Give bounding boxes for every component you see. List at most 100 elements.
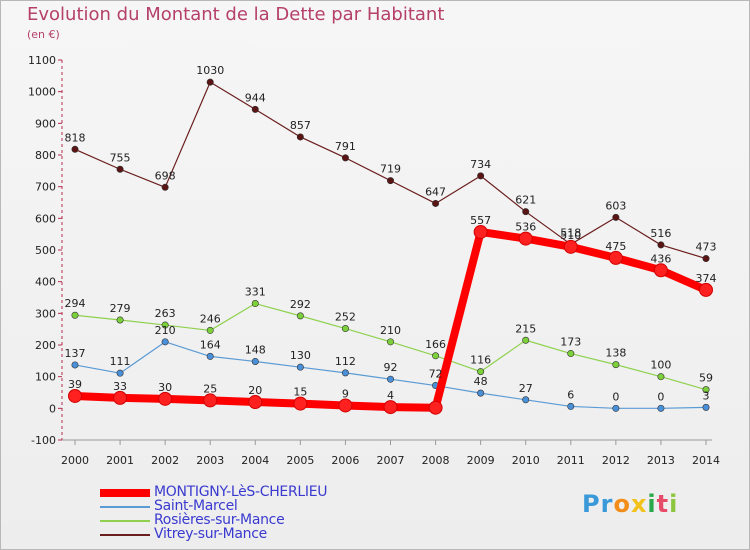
x-tick-label: 2009 [467,454,495,467]
data-point [432,352,440,360]
data-point [161,183,169,191]
data-point [522,208,530,216]
data-label: 148 [245,343,266,356]
data-label: 331 [245,286,266,299]
data-label: 100 [650,359,671,372]
y-tick-label: 900 [35,117,56,130]
chart-unit-label: (en €) [27,28,60,41]
data-point [386,375,394,383]
data-label: 518 [560,226,581,239]
y-tick-label: 700 [35,181,56,194]
data-point [71,145,79,153]
x-tick-label: 2001 [106,454,134,467]
data-label: 20 [248,384,262,397]
data-label: 130 [290,349,311,362]
y-tick-label: 0 [49,402,56,415]
data-label: 112 [335,355,356,368]
data-point [432,199,440,207]
y-tick-label: 600 [35,212,56,225]
data-label: 27 [519,382,533,395]
data-point [653,263,668,278]
logo-letter: t [656,490,670,518]
data-label: 6 [567,388,574,401]
legend-label: Saint-Marcel [154,498,238,514]
data-label: 536 [515,221,536,234]
data-label: 210 [380,324,401,337]
data-point [158,391,173,406]
y-tick-label: 100 [35,371,56,384]
data-label: 111 [110,355,131,368]
data-point [657,404,665,412]
data-label: 475 [605,240,626,253]
data-point [477,172,485,180]
data-label: 48 [474,375,488,388]
data-label: 279 [110,302,131,315]
data-point [296,363,304,371]
data-point [206,352,214,360]
logo-letter: x [630,490,648,518]
logo-letter: o [613,490,631,518]
logo-letter: r [600,490,614,518]
data-label: 263 [155,307,176,320]
x-tick-label: 2002 [151,454,179,467]
data-point [522,336,530,344]
data-point [699,282,713,297]
data-point [567,350,575,358]
data-label: 25 [203,382,217,395]
y-tick-label: 300 [35,307,56,320]
data-label: 516 [650,227,671,240]
data-point [477,389,485,397]
data-point [477,368,485,376]
data-label: 436 [650,252,671,265]
data-point [338,398,353,413]
logo-letter: P [582,490,601,518]
data-label: 0 [612,390,619,403]
data-label: 92 [384,361,398,374]
x-tick-label: 2014 [692,454,720,467]
data-label: 621 [515,194,536,207]
x-tick-label: 2012 [602,454,630,467]
data-label: 698 [155,169,176,182]
data-label: 3 [703,389,710,402]
data-point [71,311,79,319]
y-tick-label: 1000 [28,86,56,99]
data-point [612,361,620,369]
data-point [702,403,710,411]
data-label: 734 [470,158,491,171]
data-point [341,154,349,162]
data-label: 603 [605,199,626,212]
x-tick-label: 2007 [377,454,405,467]
data-point [702,386,710,394]
y-tick-label: 800 [35,149,56,162]
data-point [518,231,533,246]
data-label: 294 [65,297,86,310]
data-point [116,165,124,173]
data-point [161,338,169,346]
data-label: 252 [335,311,356,324]
x-tick-label: 2005 [286,454,314,467]
data-point [386,177,394,185]
data-label: 59 [699,372,713,385]
data-point [203,393,218,408]
legend-swatch [100,534,150,536]
data-label: 210 [155,324,176,337]
data-label: 4 [387,389,394,402]
legend-label: MONTIGNY-LèS-CHERLIEU [154,484,328,500]
chart-title: Evolution du Montant de la Dette par Hab… [27,4,445,25]
legend-swatch [100,520,150,522]
data-label: 173 [560,336,581,349]
data-label: 791 [335,140,356,153]
data-label: 647 [425,185,446,198]
data-label: 374 [696,272,717,285]
data-label: 164 [200,338,221,351]
data-label: 719 [380,163,401,176]
data-point [251,357,259,365]
data-label: 30 [158,381,172,394]
data-label: 246 [200,312,221,325]
logo-letter: i [647,490,657,518]
x-tick-label: 2013 [647,454,675,467]
data-point [473,224,488,239]
data-label: 755 [110,151,131,164]
data-point [657,241,665,249]
